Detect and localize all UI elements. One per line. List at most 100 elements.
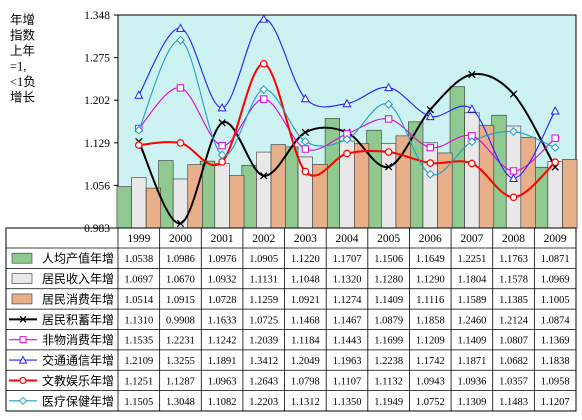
table-cell: 1.1132 bbox=[374, 376, 403, 387]
legend-key-bar bbox=[11, 252, 33, 264]
marker-triangle bbox=[509, 173, 519, 182]
table-cell: 1.1082 bbox=[208, 397, 237, 408]
marker-circle bbox=[343, 149, 351, 158]
table-cell: 1.1287 bbox=[166, 376, 195, 387]
table-cell: 1.1633 bbox=[208, 315, 237, 326]
bar bbox=[381, 143, 397, 229]
bar bbox=[395, 135, 411, 229]
marker-circle bbox=[301, 167, 310, 176]
table-cell: 1.2251 bbox=[457, 254, 486, 265]
table-cell: 1.2238 bbox=[374, 356, 403, 367]
table-cell: 1.0958 bbox=[541, 376, 570, 387]
bar bbox=[547, 161, 563, 229]
table-row-label: 居民积蓄年增 bbox=[42, 313, 114, 327]
marker-triangle bbox=[550, 106, 560, 115]
table-cell: 1.1385 bbox=[499, 295, 528, 306]
table-cell: 1.3412 bbox=[249, 356, 278, 367]
table-row-label: 文教娱乐年增 bbox=[42, 373, 114, 388]
bar bbox=[297, 156, 313, 229]
marker-circle bbox=[259, 60, 268, 68]
marker-diamond bbox=[467, 137, 477, 147]
x-category-label: 2004 bbox=[336, 233, 359, 245]
table-cell: 1.0807 bbox=[499, 336, 528, 347]
table-cell: 1.1468 bbox=[291, 315, 320, 326]
table-cell: 1.0969 bbox=[541, 275, 570, 286]
table-cell: 1.1207 bbox=[541, 397, 570, 408]
marker-circle bbox=[176, 139, 185, 147]
marker-triangle bbox=[384, 82, 394, 92]
marker-square bbox=[509, 167, 518, 175]
table-cell: 1.1409 bbox=[374, 295, 403, 306]
x-category-label: 2007 bbox=[460, 233, 483, 245]
series-line bbox=[137, 72, 557, 225]
x-category-label: 1999 bbox=[127, 233, 150, 245]
y-axis-label-line: 指数 bbox=[10, 28, 36, 43]
y-tick-label: 1.202 bbox=[84, 95, 110, 107]
marker-x bbox=[426, 105, 434, 114]
marker-square bbox=[426, 143, 434, 152]
marker-square bbox=[260, 95, 268, 103]
marker-square bbox=[551, 134, 559, 142]
y-tick-label: 1.129 bbox=[84, 138, 110, 150]
table-cell: 1.0682 bbox=[499, 356, 528, 367]
table-cell: 1.0936 bbox=[457, 376, 486, 387]
table-cell: 1.3255 bbox=[166, 356, 195, 367]
table-cell: 1.1649 bbox=[416, 254, 445, 265]
bar bbox=[520, 136, 536, 229]
table-cell: 1.0915 bbox=[166, 295, 195, 306]
x-category-label: 2002 bbox=[252, 233, 275, 245]
table-row-label: 居民消费年增 bbox=[42, 292, 114, 306]
table-cell: 1.1483 bbox=[499, 397, 528, 408]
table-cell: 1.0871 bbox=[541, 254, 570, 265]
marker-circle bbox=[509, 193, 518, 202]
marker-triangle bbox=[18, 355, 28, 364]
marker-circle bbox=[19, 376, 27, 385]
table-cell: 1.1369 bbox=[541, 336, 570, 347]
marker-square bbox=[218, 141, 226, 150]
table-cell: 1.2643 bbox=[249, 376, 278, 387]
marker-diamond bbox=[425, 169, 435, 179]
table-cell: 1.1312 bbox=[291, 397, 320, 408]
marker-triangle bbox=[342, 98, 352, 108]
table-cell: 1.1763 bbox=[499, 254, 528, 265]
table-row-label: 交通通信年增 bbox=[42, 353, 114, 368]
y-axis-label-line: <1负 bbox=[10, 75, 36, 89]
marker-x bbox=[176, 219, 185, 228]
table-cell: 1.0728 bbox=[208, 295, 237, 306]
marker-circle bbox=[384, 148, 393, 156]
table-cell: 1.1409 bbox=[457, 336, 486, 347]
table-cell: 1.1589 bbox=[457, 295, 486, 306]
y-axis-label-line: 年增 bbox=[10, 12, 35, 27]
bar bbox=[270, 144, 286, 229]
table-cell: 1.1949 bbox=[374, 397, 403, 408]
table-cell: 1.0514 bbox=[124, 295, 154, 306]
x-category-label: 2008 bbox=[502, 233, 525, 245]
table-cell: 1.0905 bbox=[249, 254, 278, 265]
marker-diamond bbox=[134, 125, 144, 135]
marker-diamond bbox=[550, 143, 560, 153]
marker-circle bbox=[468, 159, 476, 168]
table-row-label: 非物消费年增 bbox=[42, 333, 114, 347]
marker-circle bbox=[551, 158, 559, 166]
table-cell: 1.0986 bbox=[166, 254, 195, 265]
marker-triangle bbox=[175, 23, 185, 32]
table-cell: 1.1871 bbox=[457, 356, 486, 367]
marker-triangle bbox=[134, 90, 144, 99]
marker-diamond bbox=[342, 134, 352, 144]
table-cell: 1.1220 bbox=[291, 254, 320, 265]
table-cell: 1.1838 bbox=[541, 356, 570, 367]
table-cell: 1.1443 bbox=[333, 336, 362, 347]
table-cell: 1.1259 bbox=[249, 295, 278, 306]
table-cell: 1.1184 bbox=[291, 336, 320, 347]
y-tick-label: 1.348 bbox=[84, 10, 110, 22]
table-cell: 1.1506 bbox=[374, 254, 403, 265]
table-cell: 1.2049 bbox=[291, 356, 320, 367]
marker-square bbox=[384, 115, 393, 123]
x-category-label: 2003 bbox=[294, 233, 317, 245]
series-line bbox=[138, 62, 556, 199]
table-cell: 1.1251 bbox=[124, 376, 153, 387]
marker-x bbox=[19, 315, 27, 323]
table-cell: 1.1320 bbox=[333, 275, 362, 286]
marker-x bbox=[509, 90, 518, 98]
